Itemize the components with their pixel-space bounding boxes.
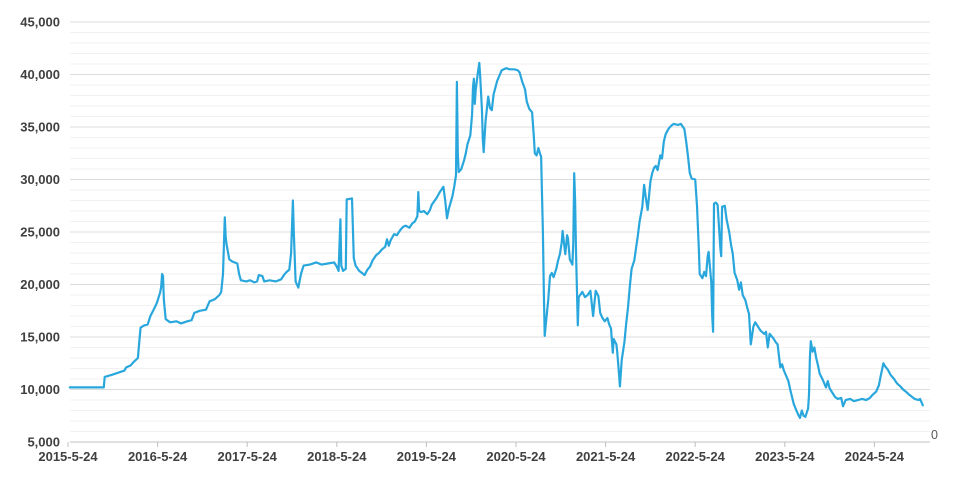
y-axis-label: 20,000 [20, 277, 60, 292]
y-major-gridlines [70, 21, 930, 390]
x-axis-label: 2017-5-24 [218, 449, 278, 464]
x-axis-label: 2023-5-24 [755, 449, 815, 464]
x-axis-label: 2021-5-24 [576, 449, 636, 464]
y-axis-label: 5,000 [27, 435, 60, 450]
y-axis-label: 35,000 [20, 120, 60, 135]
series-line [68, 61, 924, 419]
y-axis-label: 15,000 [20, 330, 60, 345]
x-axis-label: 2022-5-24 [666, 449, 726, 464]
y-axis-label: 45,000 [20, 15, 60, 30]
x-axis-label: 2015-5-24 [38, 449, 98, 464]
y-minor-gridlines [70, 32, 930, 432]
x-axis-labels: 2015-5-24 2016-5-24 2017-5-24 2018-5-24 2019… [38, 449, 904, 464]
y-axis-label: 30,000 [20, 172, 60, 187]
x-axis [67, 441, 930, 447]
x-axis-label: 2024-5-24 [845, 449, 905, 464]
secondary-axis-zero-label: 0 [931, 428, 938, 442]
x-axis-label: 2018-5-24 [307, 449, 367, 464]
y-axis-labels: 5,000 10,000 15,000 20,000 25,000 30,000 35,00… [20, 15, 60, 450]
y-axis-label: 40,000 [20, 67, 60, 82]
y-axis-label: 10,000 [20, 382, 60, 397]
x-axis-label: 2019-5-24 [397, 449, 457, 464]
y-axis-label: 25,000 [20, 225, 60, 240]
x-axis-label: 2020-5-24 [486, 449, 546, 464]
x-axis-label: 2016-5-24 [128, 449, 188, 464]
